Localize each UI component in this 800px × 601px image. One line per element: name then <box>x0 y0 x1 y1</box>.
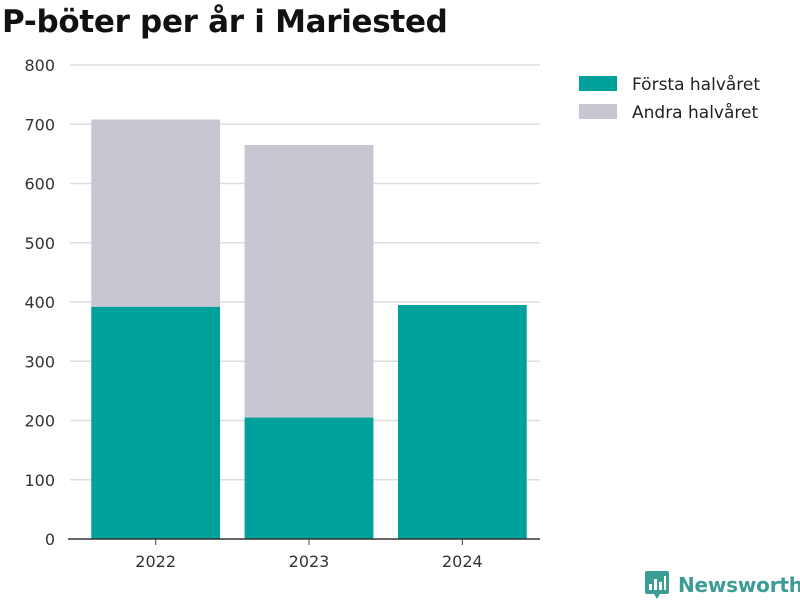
newsworthy-logo: Newsworthy <box>644 569 800 601</box>
bars <box>91 119 527 539</box>
x-tick-label: 2023 <box>289 552 330 571</box>
bar-2023-second-half <box>244 144 374 418</box>
bar-2023-first-half <box>244 417 374 539</box>
x-tick-label: 2022 <box>135 552 176 571</box>
y-tick-label: 800 <box>24 56 55 75</box>
legend-label: Andra halvåret <box>632 102 758 123</box>
y-tick-label: 200 <box>24 412 55 431</box>
legend: Första halvåret Andra halvåret <box>579 74 760 123</box>
legend-label: Första halvåret <box>632 74 760 95</box>
x-tick-label: 2024 <box>442 552 483 571</box>
y-tick-label: 500 <box>24 234 55 253</box>
y-tick-label: 0 <box>45 530 55 549</box>
logo-text: Newsworthy <box>678 573 800 597</box>
y-tick-label: 400 <box>24 293 55 312</box>
y-tick-label: 300 <box>24 352 55 371</box>
bar-2024-first-half <box>397 304 527 539</box>
y-tick-label: 100 <box>24 471 55 490</box>
bar-2022-second-half <box>91 119 221 307</box>
bar-chart-pin-icon <box>645 571 669 599</box>
y-tick-label: 700 <box>24 115 55 134</box>
axes: 0 100 200 300 400 500 600 700 800 2022 2023 2024 <box>24 56 540 571</box>
legend-swatch <box>579 104 617 119</box>
legend-swatch <box>579 76 617 91</box>
y-tick-label: 600 <box>24 175 55 194</box>
bar-2022-first-half <box>91 306 221 539</box>
chart-title: P-böter per år i Mariested <box>2 4 448 40</box>
